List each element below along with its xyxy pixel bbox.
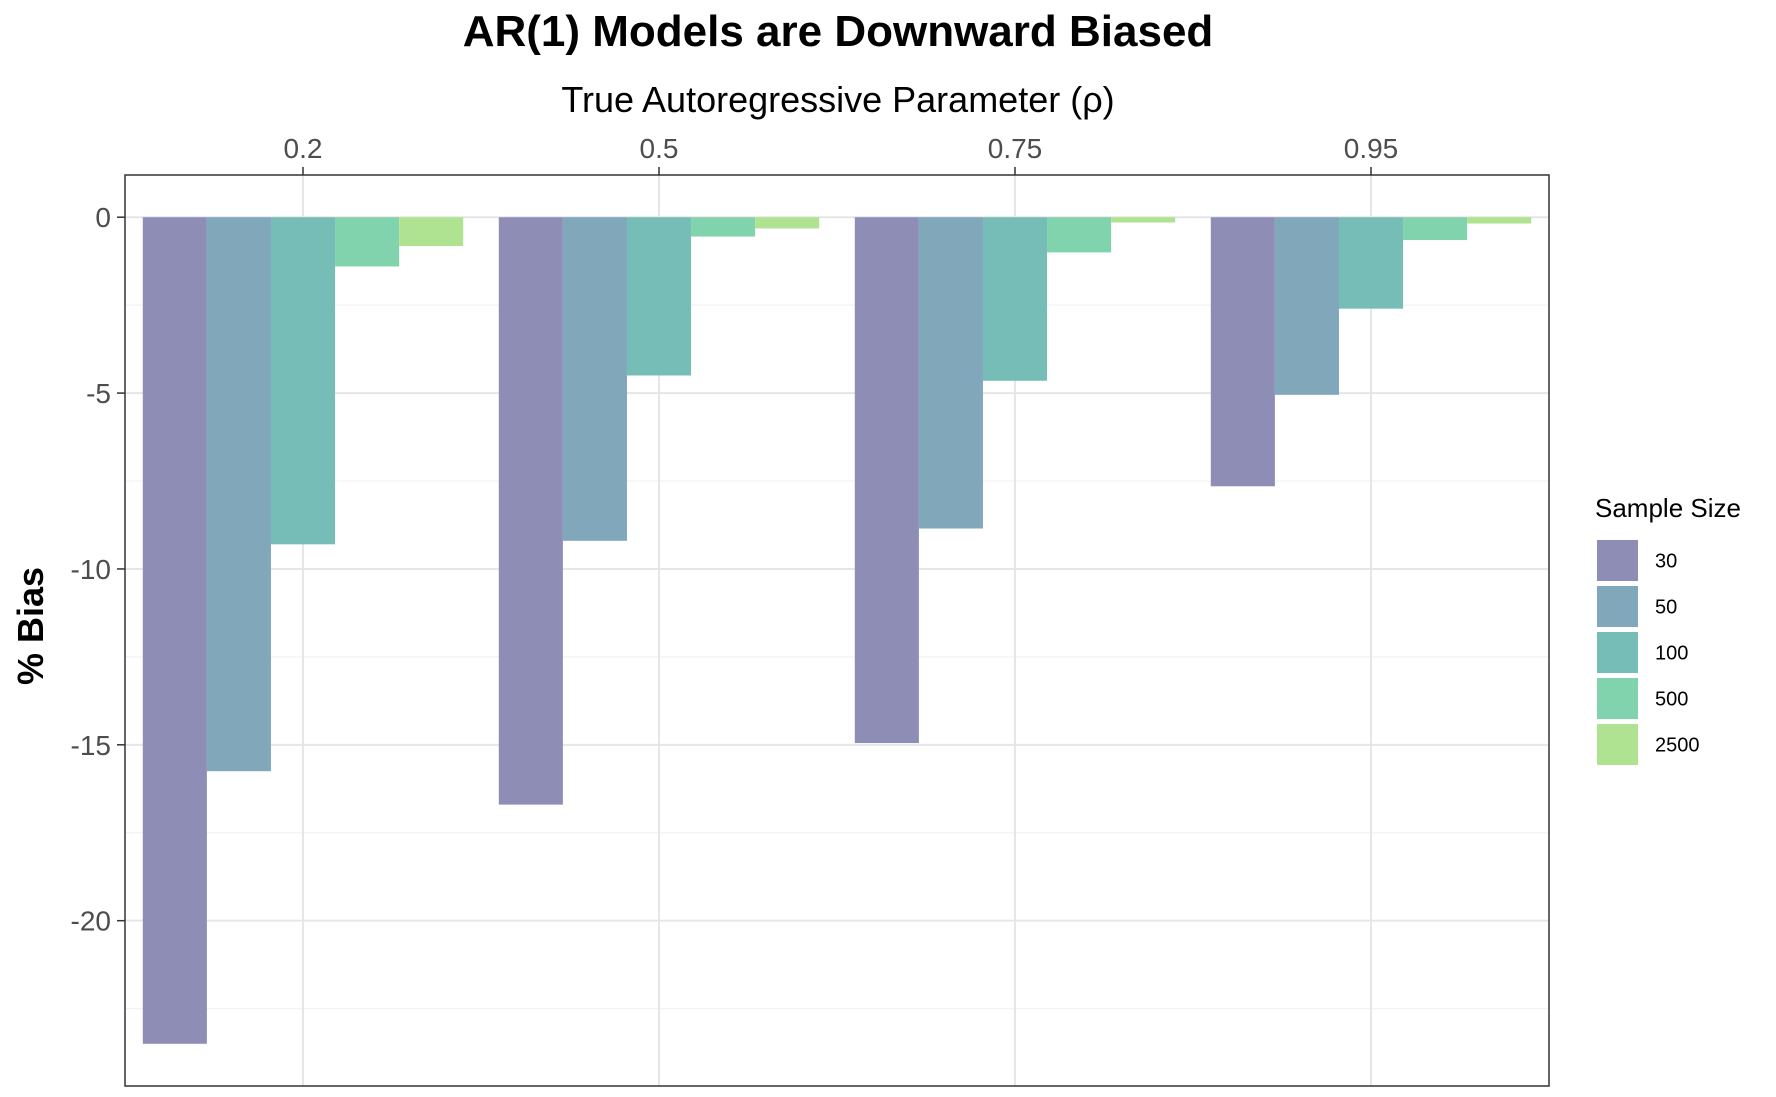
bar-0.95-n500 [1403, 217, 1468, 241]
bar-0.2-n2500 [399, 217, 464, 247]
legend-label: 100 [1655, 643, 1688, 665]
bar-0.5-n50 [562, 217, 627, 541]
y-axis-title: % Bias [10, 567, 51, 685]
legend-key-500 [1597, 678, 1638, 719]
bar-0.75-n100 [982, 217, 1048, 381]
bar-0.95-n2500 [1467, 217, 1532, 224]
legend-items: 30 50 100 500 2500 [1597, 540, 1700, 765]
bar-0.95-n30 [1210, 217, 1275, 487]
bar-0.2-n30 [142, 217, 207, 1044]
bar-0.2-n500 [335, 217, 400, 267]
legend-title: Sample Size [1595, 493, 1741, 523]
legend-label: 500 [1655, 689, 1688, 711]
legend-label: 50 [1655, 597, 1677, 619]
plot-panel-border [124, 174, 1550, 1087]
bar-0.5-n2500 [755, 217, 820, 229]
legend-key-100 [1597, 632, 1638, 673]
bar-0.95-n50 [1274, 217, 1339, 395]
legend-key-30 [1597, 540, 1638, 581]
bar-0.5-n100 [626, 217, 692, 376]
legend-key-50 [1597, 586, 1638, 627]
bars [142, 217, 1532, 1044]
y-tick-label: -10 [71, 554, 111, 585]
x-axis-ticks: 0.2 0.5 0.75 0.95 [284, 133, 1399, 175]
bar-0.5-n500 [691, 217, 756, 237]
x-tick-label: 0.95 [1344, 133, 1399, 164]
y-tick-label: -20 [71, 906, 111, 937]
x-tick-label: 0.5 [640, 133, 679, 164]
y-tick-label: -15 [71, 730, 111, 761]
bar-0.5-n30 [498, 217, 563, 805]
legend-label: 2500 [1655, 735, 1700, 757]
bar-0.75-n30 [854, 217, 919, 744]
bar-0.75-n50 [918, 217, 983, 529]
y-tick-label: -5 [86, 378, 111, 409]
bar-0.75-n500 [1047, 217, 1112, 253]
bar-0.2-n50 [206, 217, 271, 772]
y-tick-label: 0 [95, 202, 111, 233]
x-tick-label: 0.75 [988, 133, 1043, 164]
legend: Sample Size 30 50 100 500 2500 [1595, 493, 1741, 765]
bar-0.95-n100 [1338, 217, 1404, 309]
bar-0.2-n100 [270, 217, 336, 545]
bar-0.75-n2500 [1111, 217, 1176, 223]
legend-key-2500 [1597, 724, 1638, 765]
x-axis-title: True Autoregressive Parameter (ρ) [561, 79, 1114, 120]
x-tick-label: 0.2 [284, 133, 323, 164]
y-axis-ticks: 0 -5 -10 -15 -20 [71, 202, 125, 937]
chart-title: AR(1) Models are Downward Biased [463, 7, 1214, 56]
legend-label: 30 [1655, 551, 1677, 573]
